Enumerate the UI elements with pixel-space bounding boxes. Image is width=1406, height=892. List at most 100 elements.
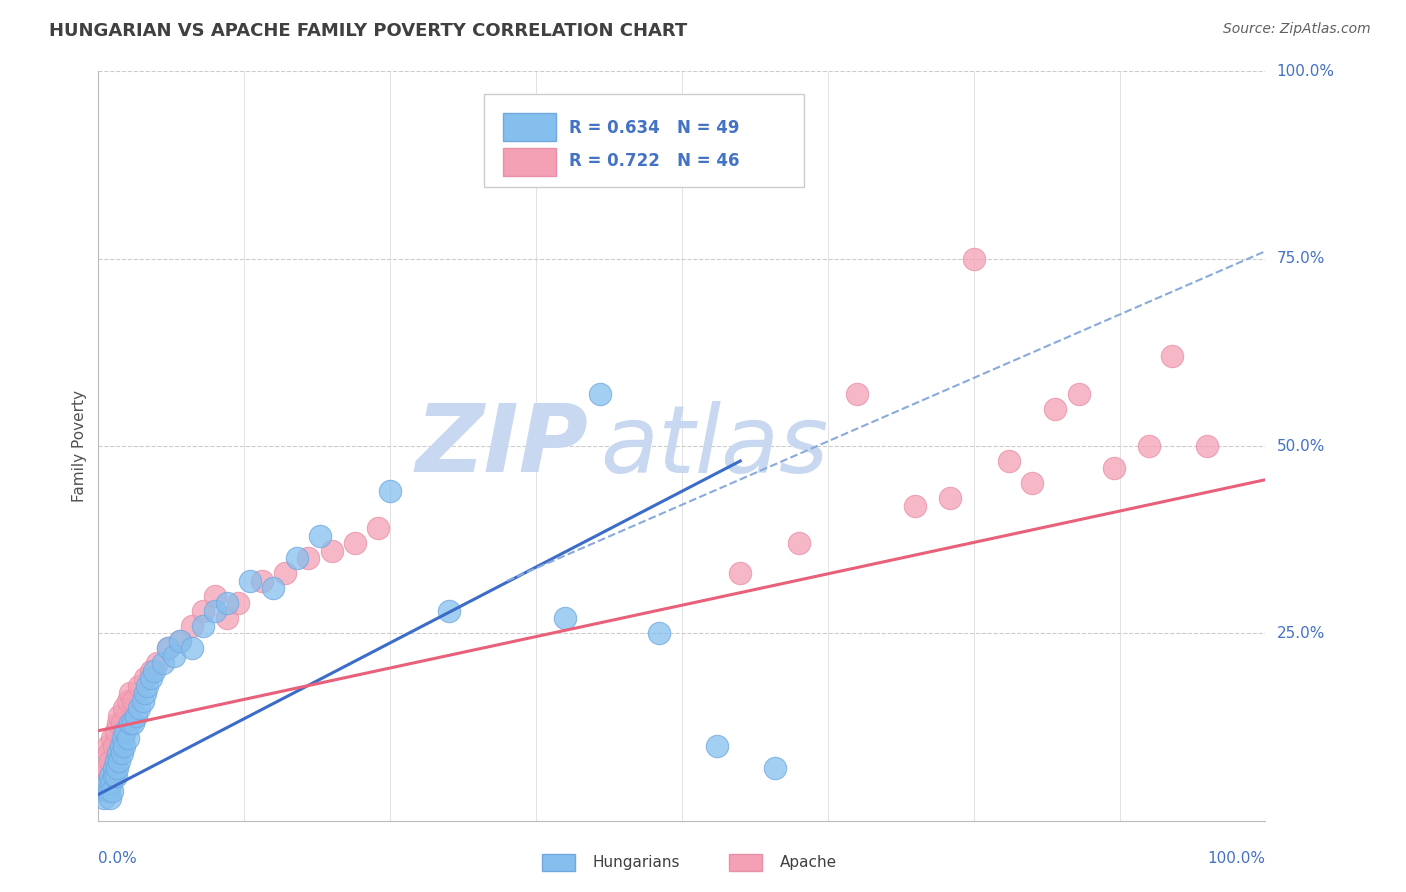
Point	[112, 739, 135, 753]
Point	[103, 769, 125, 783]
Text: ZIP: ZIP	[416, 400, 589, 492]
Point	[139, 671, 162, 685]
Point	[204, 589, 226, 603]
Point	[139, 664, 162, 678]
Point	[1195, 439, 1218, 453]
Point	[730, 566, 752, 581]
Point	[97, 746, 120, 760]
Point	[104, 769, 127, 783]
Point	[169, 633, 191, 648]
Point	[98, 754, 121, 768]
Point	[274, 566, 297, 581]
Point	[112, 701, 135, 715]
Point	[93, 769, 115, 783]
Point	[103, 761, 125, 775]
Point	[122, 694, 145, 708]
Point	[962, 252, 984, 266]
Point	[117, 694, 139, 708]
Point	[134, 671, 156, 685]
Point	[169, 633, 191, 648]
Point	[118, 686, 141, 700]
Bar	[503, 148, 555, 177]
Point	[787, 536, 810, 550]
Text: atlas: atlas	[600, 401, 828, 491]
Point	[193, 604, 215, 618]
Point	[285, 551, 308, 566]
Point	[904, 499, 927, 513]
Point	[763, 761, 786, 775]
Point	[101, 783, 124, 797]
Point	[297, 551, 319, 566]
Text: R = 0.722   N = 46: R = 0.722 N = 46	[568, 153, 740, 170]
Point	[108, 708, 131, 723]
Point	[250, 574, 273, 588]
Point	[128, 679, 150, 693]
Point	[239, 574, 262, 588]
Point	[98, 791, 121, 805]
Point	[104, 754, 127, 768]
Point	[706, 739, 728, 753]
Point	[132, 694, 155, 708]
Text: 75.0%: 75.0%	[1277, 252, 1324, 266]
Point	[1102, 461, 1125, 475]
Point	[110, 739, 132, 753]
Point	[321, 544, 343, 558]
Bar	[728, 855, 762, 871]
Point	[104, 723, 127, 738]
Text: Hungarians: Hungarians	[593, 855, 681, 870]
Point	[193, 619, 215, 633]
Point	[97, 776, 120, 790]
Text: 25.0%: 25.0%	[1277, 626, 1324, 640]
Point	[180, 641, 202, 656]
Point	[107, 716, 129, 731]
Point	[103, 739, 125, 753]
Point	[997, 454, 1019, 468]
Point	[118, 716, 141, 731]
Text: 100.0%: 100.0%	[1208, 851, 1265, 866]
Point	[96, 783, 118, 797]
Point	[101, 731, 124, 746]
Point	[554, 611, 576, 625]
Y-axis label: Family Poverty: Family Poverty	[72, 390, 87, 502]
Point	[647, 626, 669, 640]
Point	[105, 761, 128, 775]
Bar	[503, 112, 555, 141]
Text: HUNGARIAN VS APACHE FAMILY POVERTY CORRELATION CHART: HUNGARIAN VS APACHE FAMILY POVERTY CORRE…	[49, 22, 688, 40]
Point	[157, 641, 180, 656]
Point	[344, 536, 367, 550]
Point	[589, 386, 612, 401]
Point	[437, 604, 460, 618]
Point	[1045, 401, 1067, 416]
Point	[98, 769, 121, 783]
Point	[1161, 349, 1184, 363]
Point	[111, 746, 134, 760]
Text: 50.0%: 50.0%	[1277, 439, 1324, 453]
Text: 100.0%: 100.0%	[1277, 64, 1334, 78]
Point	[262, 582, 284, 596]
Point	[152, 657, 174, 671]
Point	[96, 761, 118, 775]
Point	[134, 686, 156, 700]
Point	[380, 483, 402, 498]
Point	[111, 716, 134, 731]
Point	[100, 776, 122, 790]
Point	[309, 529, 332, 543]
Point	[215, 596, 238, 610]
Bar	[541, 855, 575, 871]
Point	[125, 708, 148, 723]
Point	[128, 701, 150, 715]
Point	[157, 641, 180, 656]
Point	[163, 648, 186, 663]
Text: R = 0.634   N = 49: R = 0.634 N = 49	[568, 119, 740, 136]
Point	[367, 521, 389, 535]
Text: 0.0%: 0.0%	[98, 851, 138, 866]
Point	[228, 596, 250, 610]
Point	[939, 491, 962, 506]
Point	[846, 386, 869, 401]
Point	[180, 619, 202, 633]
Point	[114, 723, 136, 738]
Point	[1067, 386, 1090, 401]
Point	[122, 716, 145, 731]
FancyBboxPatch shape	[484, 94, 804, 187]
Point	[97, 783, 120, 797]
